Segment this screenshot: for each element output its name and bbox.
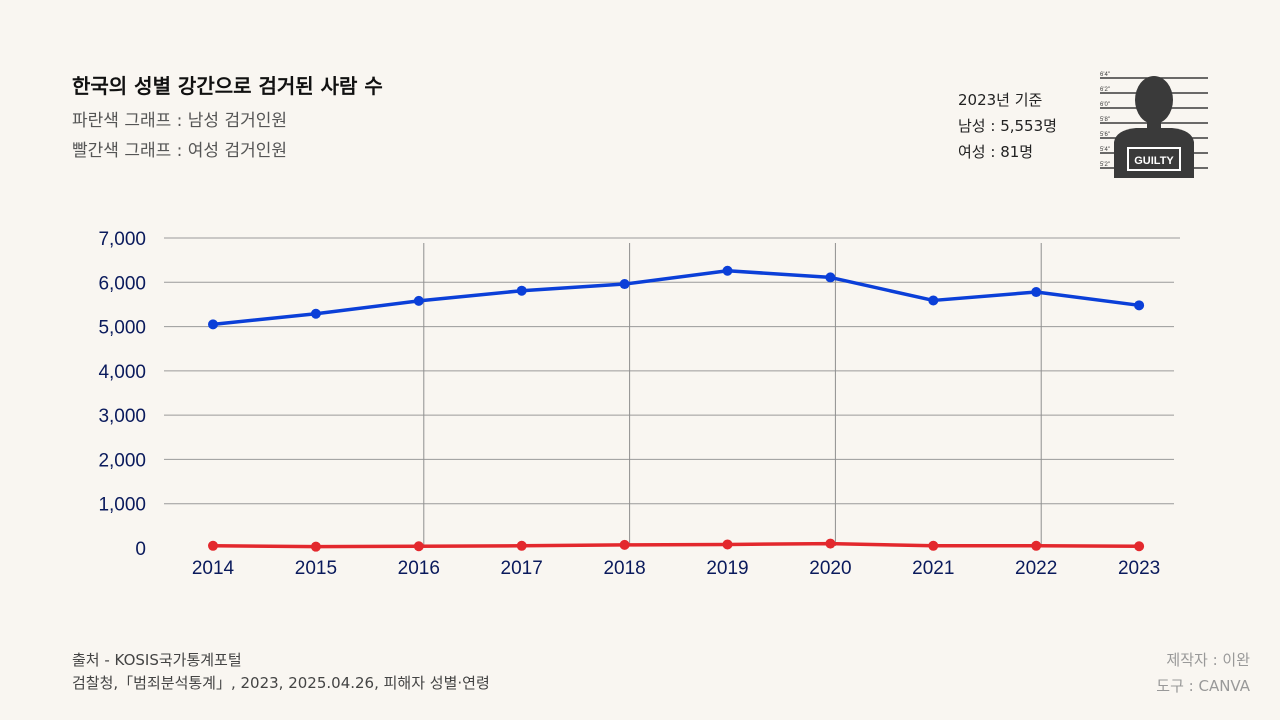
data-point xyxy=(310,541,321,552)
stat-female-count: 여성 : 81명 xyxy=(958,143,1034,161)
data-point xyxy=(208,319,218,330)
data-point xyxy=(928,295,939,306)
series-line-1 xyxy=(211,541,1141,549)
y-tick-label: 1,000 xyxy=(98,495,146,516)
series-line-0 xyxy=(211,269,1141,327)
legend-blue-description: 파란색 그래프 : 남성 검거인원 xyxy=(72,111,288,131)
maker-credit: 제작자 : 이완 xyxy=(1166,651,1250,669)
data-point xyxy=(619,279,630,290)
y-tick-label: 6,000 xyxy=(98,273,146,294)
x-tick-label: 2020 xyxy=(809,558,851,579)
data-point xyxy=(208,540,218,551)
x-tick-label: 2022 xyxy=(1015,558,1057,579)
guilty-mugshot-icon: 6'4" 6'2" 6'0" 5'8" 5'6" 5'4" 5'2" GUILTY xyxy=(1100,72,1208,178)
chart-title: 한국의 성별 강간으로 검거된 사람 수 xyxy=(72,74,383,98)
height-mark-label: 6'2" xyxy=(1100,87,1110,93)
data-point xyxy=(825,538,836,549)
data-point xyxy=(1134,541,1145,552)
height-mark-label: 5'2" xyxy=(1100,162,1110,168)
source-line-2: 검찰청,「범죄분석통계」, 2023, 2025.04.26, 피해자 성별·연… xyxy=(72,674,490,692)
x-tick-label: 2019 xyxy=(706,558,748,579)
y-tick-label: 3,000 xyxy=(98,406,146,427)
x-tick-label: 2015 xyxy=(295,558,337,579)
stat-basis-year: 2023년 기준 xyxy=(958,91,1043,109)
x-tick-label: 2021 xyxy=(912,558,954,579)
data-point xyxy=(928,540,939,551)
data-point xyxy=(1134,300,1145,311)
data-point xyxy=(722,265,733,276)
data-point xyxy=(310,308,321,319)
data-point xyxy=(413,295,424,306)
x-tick-label: 2016 xyxy=(398,558,440,579)
data-point xyxy=(619,539,630,550)
y-tick-label: 0 xyxy=(135,539,146,560)
height-mark-label: 5'8" xyxy=(1100,117,1110,123)
tool-credit: 도구 : CANVA xyxy=(1156,677,1250,695)
height-mark-label: 5'6" xyxy=(1100,132,1110,138)
source-line-1: 출처 - KOSIS국가통계포털 xyxy=(72,651,242,669)
legend-red-description: 빨간색 그래프 : 여성 검거인원 xyxy=(72,141,288,161)
data-point xyxy=(722,539,733,550)
y-tick-label: 5,000 xyxy=(98,318,146,339)
data-point xyxy=(825,272,836,283)
y-tick-label: 2,000 xyxy=(98,450,146,471)
height-mark-label: 5'4" xyxy=(1100,147,1110,153)
data-point xyxy=(413,541,424,552)
x-tick-label: 2023 xyxy=(1118,558,1160,579)
stat-male-count: 남성 : 5,553명 xyxy=(958,117,1057,135)
data-point xyxy=(1031,287,1042,298)
x-tick-label: 2017 xyxy=(501,558,543,579)
guilty-sign-text: GUILTY xyxy=(1134,155,1174,167)
height-mark-label: 6'0" xyxy=(1100,102,1110,108)
y-tick-label: 4,000 xyxy=(98,362,146,383)
height-mark-label: 6'4" xyxy=(1100,72,1110,78)
data-point xyxy=(1031,540,1042,551)
data-point xyxy=(516,540,527,551)
y-tick-label: 7,000 xyxy=(98,229,146,250)
data-point xyxy=(516,285,527,296)
x-tick-label: 2018 xyxy=(603,558,645,579)
x-tick-label: 2014 xyxy=(192,558,235,579)
